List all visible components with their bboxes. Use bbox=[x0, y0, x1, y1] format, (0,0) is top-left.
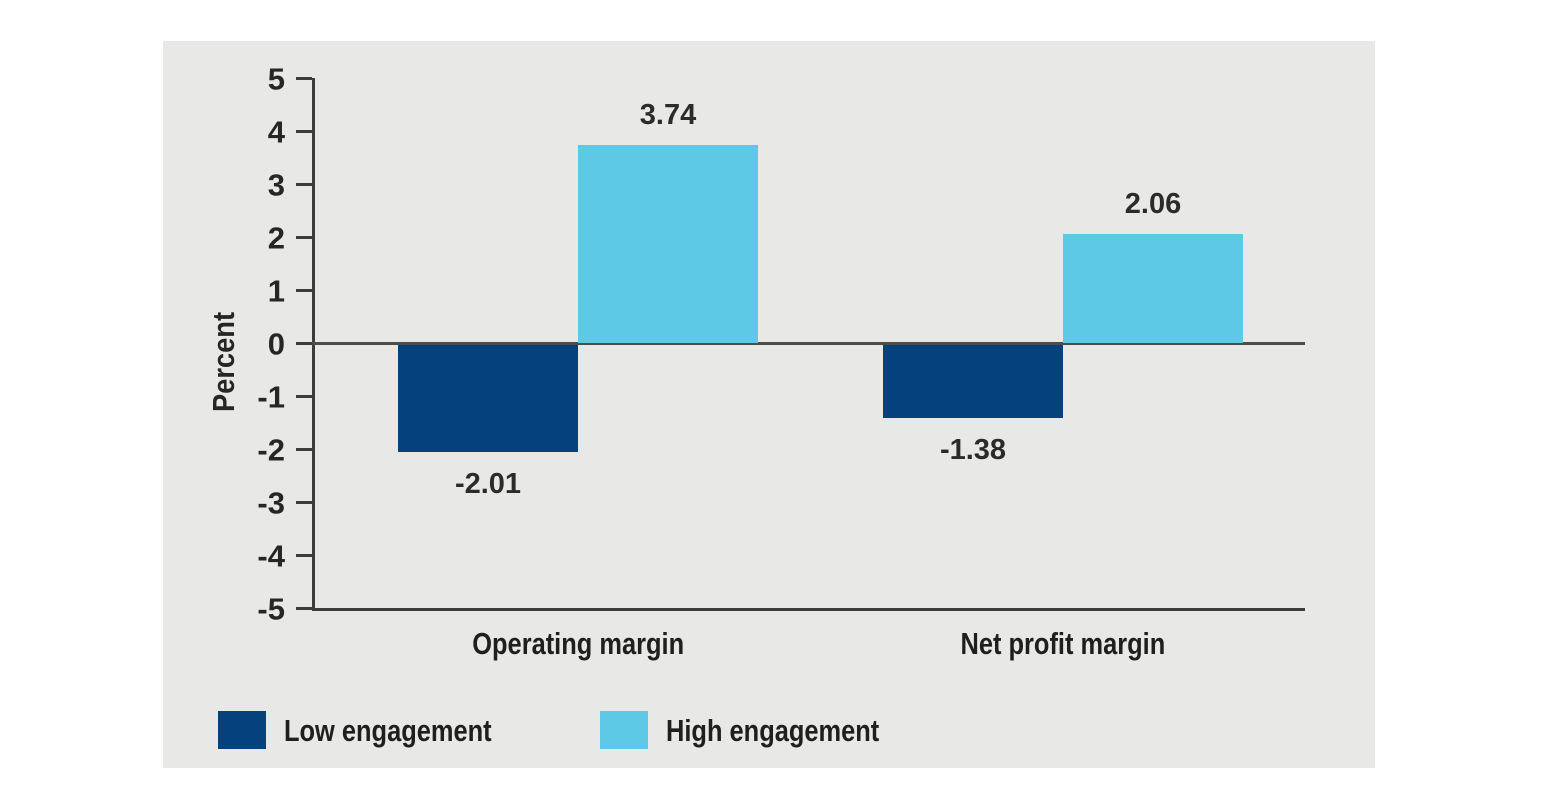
category-label-text: Net profit margin bbox=[960, 626, 1166, 661]
value-label: -2.01 bbox=[454, 467, 522, 500]
y-tick-label: -5 bbox=[257, 591, 285, 627]
y-tick-label: 3 bbox=[267, 167, 285, 203]
y-tick bbox=[296, 395, 312, 398]
y-tick bbox=[296, 448, 312, 451]
y-tick bbox=[296, 289, 312, 292]
plot-area: Percent 5 4 3 2 1 0 -1 -2 -3 -4 -5 -2.01 -1.38 3.74 2.… bbox=[163, 41, 1375, 768]
y-tick bbox=[296, 342, 312, 345]
x-axis-line bbox=[312, 608, 1305, 611]
bar-high-engagement-1 bbox=[1063, 233, 1243, 343]
y-tick-label: -3 bbox=[257, 485, 285, 521]
value-label: 3.74 bbox=[639, 98, 697, 131]
zero-baseline bbox=[312, 342, 1305, 345]
bar-low-engagement-1 bbox=[883, 345, 1063, 419]
legend-swatch-low bbox=[218, 711, 266, 749]
bar-high-engagement-0 bbox=[578, 144, 758, 343]
legend-label-low: Low engagement bbox=[284, 713, 492, 748]
y-tick-label: 5 bbox=[267, 61, 285, 97]
legend-label-high: High engagement bbox=[666, 713, 880, 748]
category-label: Operating margin bbox=[358, 626, 798, 662]
legend-swatch-high bbox=[600, 711, 648, 749]
y-tick bbox=[296, 130, 312, 133]
y-tick-label: 4 bbox=[267, 114, 285, 150]
y-tick bbox=[296, 77, 312, 80]
value-label: -1.38 bbox=[939, 434, 1007, 467]
y-tick-label: -1 bbox=[257, 379, 285, 415]
y-tick bbox=[296, 236, 312, 239]
y-tick bbox=[296, 607, 312, 610]
legend: Low engagement High engagement bbox=[163, 41, 1375, 768]
y-tick bbox=[296, 501, 312, 504]
chart-panel: Percent 5 4 3 2 1 0 -1 -2 -3 -4 -5 -2.01 -1.38 3.74 2.… bbox=[163, 41, 1375, 768]
y-tick bbox=[296, 183, 312, 186]
y-tick-label: 2 bbox=[267, 220, 285, 256]
y-tick-label: 0 bbox=[267, 326, 285, 362]
value-label: 2.06 bbox=[1124, 187, 1182, 220]
category-label-text: Operating margin bbox=[472, 626, 684, 661]
y-tick-label: -4 bbox=[257, 538, 285, 574]
category-label: Net profit margin bbox=[843, 626, 1283, 662]
y-tick-label: 1 bbox=[267, 273, 285, 309]
bar-low-engagement-0 bbox=[398, 345, 578, 452]
y-tick bbox=[296, 554, 312, 557]
y-tick-label: -2 bbox=[257, 432, 285, 468]
